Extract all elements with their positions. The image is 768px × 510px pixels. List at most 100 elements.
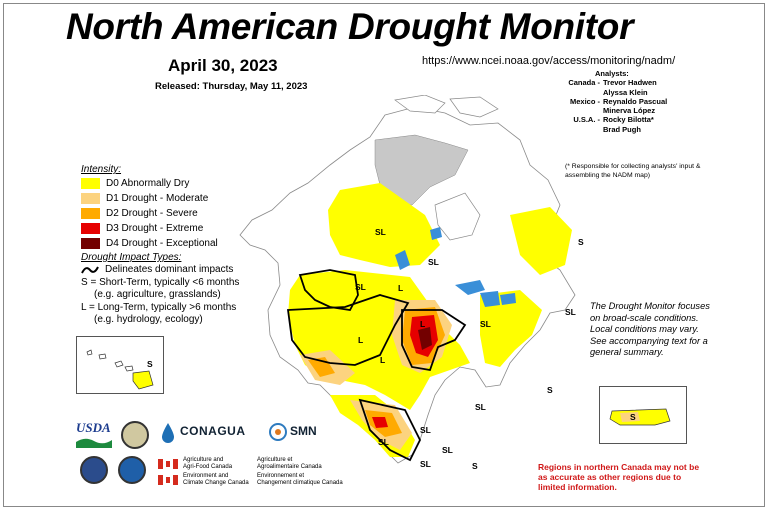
legend-label: D2 Drought - Severe bbox=[106, 208, 198, 219]
aafc-en-line: Agriculture and bbox=[183, 457, 224, 463]
analyst-name: Alyssa Klein bbox=[603, 87, 648, 97]
legend-swatch bbox=[81, 223, 100, 234]
puerto-rico bbox=[609, 408, 671, 426]
eccc-fr-line: Changement climatique Canada bbox=[257, 479, 343, 486]
noaa-seal-icon bbox=[121, 421, 149, 449]
legend-item-d4: D4 Drought - Exceptional bbox=[81, 236, 239, 251]
legend-swatch bbox=[81, 208, 100, 219]
impact-label: SL bbox=[475, 402, 486, 412]
source-url[interactable]: https://www.ncei.noaa.gov/access/monitor… bbox=[422, 55, 676, 67]
d0-canada-west bbox=[328, 183, 440, 267]
impact-label: SL bbox=[420, 425, 431, 435]
island bbox=[98, 353, 107, 360]
analyst-country: Mexico - bbox=[569, 96, 600, 106]
impact-label: SL bbox=[378, 437, 389, 447]
north-america-map: SL SL S SL L L L L SL SL SL S SL SL SL S… bbox=[239, 95, 584, 471]
smn-icon bbox=[269, 423, 287, 441]
no-data-region bbox=[374, 134, 469, 206]
impact-boundary bbox=[286, 294, 410, 366]
analyst-row-canada: Canada - Trevor Hadwen Alyssa Klein bbox=[555, 78, 667, 97]
map-date: April 30, 2023 bbox=[168, 56, 278, 75]
northern-canada-note: Regions in northern Canada may not be as… bbox=[538, 462, 700, 492]
analysts-block: Analysts: Canada - Trevor Hadwen Alyssa … bbox=[555, 69, 667, 134]
release-date: Released: Thursday, May 11, 2023 bbox=[155, 81, 308, 92]
legend-swatch bbox=[81, 178, 100, 189]
eccc-fr-line: Environnement et bbox=[257, 473, 305, 479]
aafc-fr: Agriculture et Agroalimentaire Canada bbox=[257, 457, 322, 471]
usda-logo: USDA bbox=[76, 420, 111, 435]
usda-hills-icon bbox=[76, 438, 112, 448]
lake bbox=[395, 227, 442, 270]
impact-line-item: Delineates dominant impacts bbox=[81, 263, 239, 276]
aafc-fr-line: Agriculture et bbox=[257, 457, 293, 463]
legend-label: D0 Abnormally Dry bbox=[106, 178, 190, 189]
impact-header: Drought Impact Types: bbox=[81, 252, 182, 263]
legend-swatch bbox=[81, 238, 100, 249]
eccc-en-line: Environment and bbox=[183, 473, 229, 479]
impact-label: S bbox=[630, 412, 636, 422]
short-term-label: S = Short-Term, typically <6 months bbox=[81, 277, 240, 288]
aafc-en-line: Agri-Food Canada bbox=[183, 463, 233, 470]
impact-label: SL bbox=[442, 445, 453, 455]
conagua-drop-icon bbox=[162, 423, 174, 443]
d4-areas bbox=[418, 327, 432, 350]
impact-label: L bbox=[380, 355, 385, 365]
hudson-bay bbox=[434, 192, 481, 241]
d0-us-east bbox=[480, 290, 542, 367]
lake bbox=[455, 280, 516, 307]
arctic-islands bbox=[394, 95, 499, 118]
impact-label: L bbox=[398, 283, 403, 293]
smn-logo: SMN bbox=[290, 424, 317, 438]
analysts-header: Analysts: bbox=[595, 69, 629, 78]
legend: Intensity: D0 Abnormally Dry D1 Drought … bbox=[81, 164, 239, 326]
impact-label: S bbox=[147, 359, 153, 369]
puerto-rico-inset: S bbox=[599, 386, 687, 444]
impact-line-icon bbox=[81, 266, 99, 273]
analyst-row-usa: U.S.A. - Rocky Bilotta* Brad Pugh bbox=[555, 115, 667, 134]
impact-boundary bbox=[298, 269, 359, 311]
impact-boundaries bbox=[286, 269, 467, 462]
impact-label: L bbox=[420, 319, 425, 329]
long-term-example: (e.g. hydrology, ecology) bbox=[94, 314, 203, 325]
impact-label: SL bbox=[565, 307, 576, 317]
canada-flag-icon bbox=[158, 475, 178, 485]
island bbox=[124, 365, 134, 372]
island bbox=[114, 360, 124, 368]
analyst-country: U.S.A. - bbox=[573, 115, 600, 125]
puerto-rico-d1 bbox=[620, 412, 640, 422]
drought-monitor-note: The Drought Monitor focuses on broad-sca… bbox=[590, 301, 710, 358]
analyst-country: Canada - bbox=[568, 78, 600, 88]
impact-label: SL bbox=[480, 319, 491, 329]
island bbox=[132, 370, 154, 390]
hawaii-inset: S bbox=[76, 336, 164, 394]
nws-seal-icon bbox=[118, 456, 146, 484]
legend-swatch bbox=[81, 193, 100, 204]
impact-label: SL bbox=[355, 282, 366, 292]
page-title: North American Drought Monitor bbox=[66, 6, 634, 47]
impact-label: S bbox=[472, 461, 478, 471]
analyst-row-mexico: Mexico - Reynaldo Pascual Minerva López bbox=[555, 97, 667, 116]
legend-item-d3: D3 Drought - Extreme bbox=[81, 221, 239, 236]
impact-label: L bbox=[358, 335, 363, 345]
island bbox=[86, 349, 93, 356]
eccc-en-line: Climate Change Canada bbox=[183, 479, 249, 486]
analyst-name: Trevor Hadwen bbox=[603, 78, 657, 88]
legend-label: D4 Drought - Exceptional bbox=[106, 238, 218, 249]
long-term-label: L = Long-Term, typically >6 months bbox=[81, 302, 237, 313]
d4-plains bbox=[418, 327, 432, 350]
impact-boundary bbox=[358, 398, 422, 462]
great-lakes bbox=[395, 227, 516, 307]
eccc-en: Environment and Climate Change Canada bbox=[183, 473, 249, 487]
eccc-fr: Environnement et Changement climatique C… bbox=[257, 473, 343, 487]
impact-label: SL bbox=[375, 227, 386, 237]
legend-label: D1 Drought - Moderate bbox=[106, 193, 209, 204]
legend-item-d2: D2 Drought - Severe bbox=[81, 206, 239, 221]
short-term-example: (e.g. agriculture, grasslands) bbox=[94, 289, 221, 300]
legend-label: D3 Drought - Extreme bbox=[106, 223, 204, 234]
commerce-seal-icon bbox=[80, 456, 108, 484]
analyst-name: Brad Pugh bbox=[603, 124, 641, 134]
d0-canada-east bbox=[510, 207, 572, 275]
analyst-name: Minerva López bbox=[603, 106, 656, 116]
d3-mexico bbox=[372, 417, 388, 428]
impact-label: S bbox=[578, 237, 584, 247]
